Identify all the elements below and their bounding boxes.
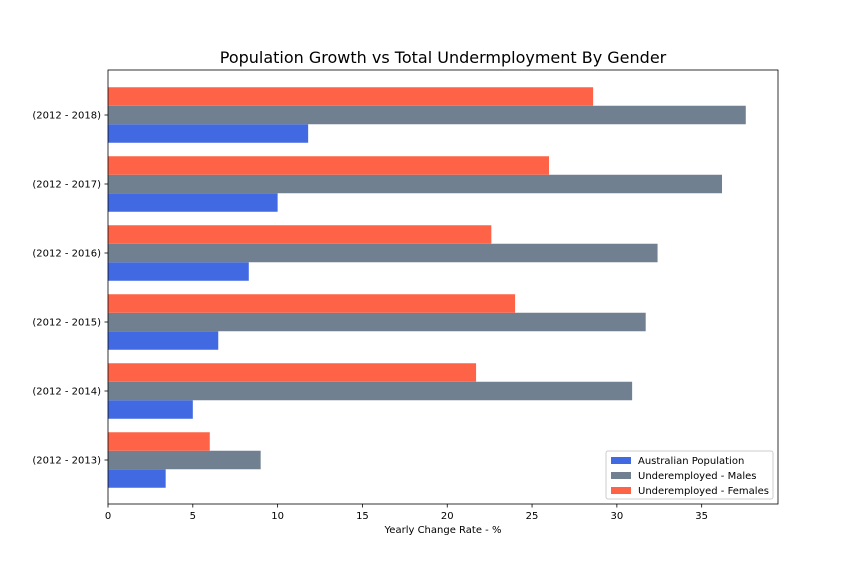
x-axis-label: Yearly Change Rate - % <box>384 525 502 536</box>
chart-title: Population Growth vs Total Undermploymen… <box>220 48 667 67</box>
bar-underemployed-males-0 <box>108 450 261 470</box>
bar-underemployed-females-3 <box>108 225 492 244</box>
bar-australian-population-1 <box>108 400 193 419</box>
bar-underemployed-males-4 <box>108 174 723 194</box>
bar-underemployed-females-2 <box>108 294 516 313</box>
legend-swatch <box>611 457 631 464</box>
bar-underemployed-males-3 <box>108 243 658 263</box>
y-axis-ticks: (2012 - 2013) (2012 - 2014) (2012 - 2015) (… <box>32 111 108 467</box>
y-tick-label: (2012 - 2018) <box>32 111 101 122</box>
bar-underemployed-females-1 <box>108 363 477 382</box>
x-tick-label: 30 <box>610 511 623 522</box>
bar-australian-population-3 <box>108 262 249 281</box>
bar-australian-population-5 <box>108 124 309 143</box>
bar-underemployed-females-0 <box>108 432 210 451</box>
x-tick-label: 5 <box>190 511 196 522</box>
bar-australian-population-2 <box>108 331 219 350</box>
bar-underemployed-males-5 <box>108 105 746 125</box>
plot-frame <box>107 69 779 505</box>
y-tick-label: (2012 - 2015) <box>32 318 101 329</box>
y-tick-label: (2012 - 2016) <box>32 249 101 260</box>
y-tick-label: (2012 - 2014) <box>32 387 101 398</box>
bar-underemployed-females-4 <box>108 156 550 175</box>
bar-australian-population-0 <box>108 469 166 488</box>
x-tick-label: 35 <box>695 511 708 522</box>
legend-label: Underemployed - Females <box>638 486 769 497</box>
x-axis-ticks: 0 5 10 15 20 25 30 35 <box>105 504 708 522</box>
legend: Australian Population Underemployed - Mal… <box>605 450 774 500</box>
bar-underemployed-males-2 <box>108 312 646 332</box>
legend-label: Australian Population <box>638 456 744 467</box>
y-tick-label: (2012 - 2013) <box>32 456 101 467</box>
x-tick-label: 0 <box>105 511 111 522</box>
y-tick-label: (2012 - 2017) <box>32 180 101 191</box>
legend-box <box>605 450 774 500</box>
legend-swatch <box>611 487 631 494</box>
legend-swatch <box>611 472 631 479</box>
bar-underemployed-females-5 <box>108 87 594 106</box>
bar-australian-population-4 <box>108 193 278 212</box>
x-tick-label: 20 <box>441 511 454 522</box>
x-tick-label: 25 <box>526 511 539 522</box>
x-tick-label: 10 <box>271 511 284 522</box>
bars-group <box>108 87 746 488</box>
legend-label: Underemployed - Males <box>638 471 756 482</box>
x-tick-label: 15 <box>356 511 369 522</box>
bar-underemployed-males-1 <box>108 381 633 401</box>
